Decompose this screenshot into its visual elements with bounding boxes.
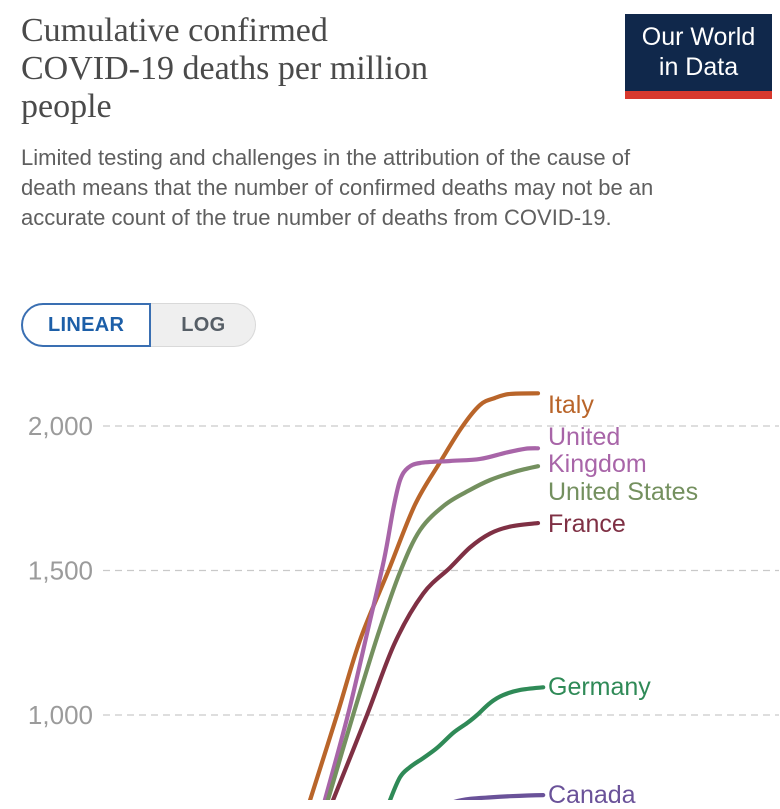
series-line-germany (387, 685, 546, 800)
series-line-canada (453, 793, 546, 800)
series-label-germany[interactable]: Germany (548, 673, 651, 701)
owid-logo[interactable]: Our World in Data (625, 14, 772, 99)
owid-logo-text: Our World in Data (625, 14, 772, 91)
y-axis-tick-label: 1,500 (28, 556, 93, 586)
series-label-canada[interactable]: Canada (548, 781, 636, 809)
owid-logo-line1: Our World (641, 23, 756, 51)
series-line-italy (307, 391, 541, 800)
y-axis-tick-label: 2,000 (28, 411, 93, 441)
scale-toggle: LINEAR LOG (21, 303, 257, 347)
owid-logo-accent-bar (625, 91, 772, 99)
title-line: COVID-19 deaths per million (21, 50, 428, 87)
line-chart: 2,000 1,500 1,000 (28, 391, 779, 800)
series-line-united-states (325, 464, 541, 800)
series-line-france (330, 521, 541, 800)
linear-button[interactable]: LINEAR (21, 303, 152, 347)
title-line: Cumulative confirmed (21, 12, 328, 49)
page-title: Cumulative confirmed COVID-19 deaths per… (21, 12, 601, 126)
series-label-france[interactable]: France (548, 510, 626, 538)
owid-logo-line2: in Data (658, 53, 739, 81)
y-axis-tick-label: 1,000 (28, 700, 93, 730)
series-line-united-kingdom (322, 446, 541, 800)
page-subtitle: Limited testing and challenges in the at… (21, 145, 654, 230)
series-label-united-states[interactable]: United States (548, 478, 699, 506)
title-line: people (21, 88, 112, 125)
series-label-italy[interactable]: Italy (548, 391, 594, 419)
log-button[interactable]: LOG (151, 303, 257, 347)
series-label-united-kingdom[interactable]: United Kingdom (548, 423, 647, 478)
